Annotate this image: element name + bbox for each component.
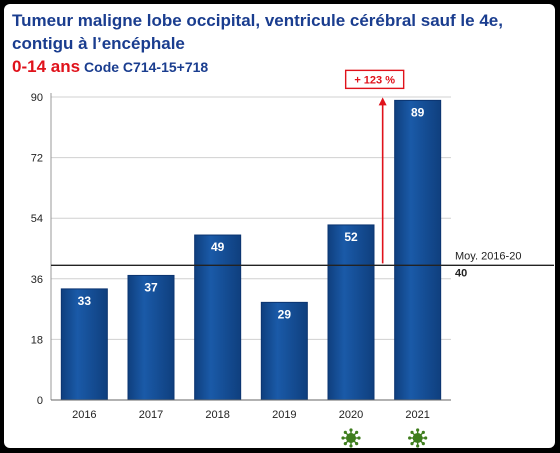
arrow-head	[378, 97, 387, 106]
data-label: 29	[278, 307, 292, 321]
y-tick-label: 18	[31, 334, 43, 346]
data-label: 89	[411, 105, 425, 119]
bar	[327, 224, 375, 401]
y-tick-label: 72	[31, 153, 43, 165]
data-label: 49	[211, 240, 225, 254]
increase-label: + 123 %	[354, 74, 395, 86]
y-tick-label: 54	[31, 213, 43, 225]
x-tick-label: 2017	[139, 409, 163, 421]
x-tick-label: 2018	[205, 409, 229, 421]
chart-title-line-1: Tumeur maligne lobe occipital, ventricul…	[12, 11, 503, 30]
data-label: 33	[78, 294, 92, 308]
bar	[194, 234, 242, 401]
x-tick-label: 2019	[272, 409, 296, 421]
virus-icon	[408, 428, 428, 448]
x-tick-label: 2020	[339, 409, 363, 421]
bar	[260, 301, 308, 401]
bar-chart: 0 18 36 54 72 90 33 2016 37 2017 49 2018 29 2019 52 202…	[31, 69, 554, 448]
chart-panel: Tumeur maligne lobe occipital, ventricul…	[4, 4, 555, 448]
mean-label: Moy. 2016-20	[455, 250, 521, 262]
bar	[127, 274, 175, 401]
x-tick-label: 2016	[72, 409, 96, 421]
x-tick-label: 2021	[405, 409, 429, 421]
bar	[394, 99, 442, 401]
chart-subtitle: 0-14 ans Code C714-15+718	[12, 56, 208, 78]
mean-value-label: 40	[455, 267, 467, 279]
chart-title-line-2: contigu à l’encéphale	[12, 34, 185, 53]
virus-icon	[341, 428, 361, 448]
increase-badge	[344, 69, 405, 90]
data-label: 37	[144, 280, 158, 294]
y-tick-label: 90	[31, 92, 43, 104]
y-tick-label: 36	[31, 274, 43, 286]
code-label: Code C714-15+718	[84, 59, 209, 75]
data-label: 52	[344, 230, 358, 244]
bar	[60, 288, 108, 401]
age-group-label: 0-14 ans	[12, 57, 81, 76]
y-tick-label: 0	[37, 395, 43, 407]
